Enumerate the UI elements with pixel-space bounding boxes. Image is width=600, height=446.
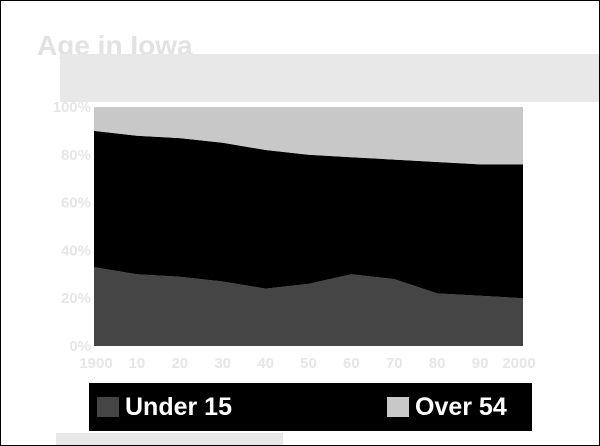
y-tick-label: 40% bbox=[61, 242, 91, 259]
x-tick-label: 20 bbox=[171, 355, 188, 372]
series-area-under-15 bbox=[94, 267, 523, 346]
series-area-over-54 bbox=[94, 107, 523, 165]
x-tick-label: 10 bbox=[129, 355, 146, 372]
legend-entry-under-15: Under 15 bbox=[97, 383, 232, 431]
x-tick-label: 80 bbox=[429, 355, 446, 372]
x-tick-label: 40 bbox=[257, 355, 274, 372]
y-tick-label: 0% bbox=[69, 338, 91, 355]
series-area-15-to-54 bbox=[94, 130, 523, 299]
footer-box bbox=[56, 433, 283, 445]
y-tick-label: 80% bbox=[61, 147, 91, 164]
x-tick-label: 60 bbox=[343, 355, 360, 372]
legend-swatch-over-54 bbox=[387, 397, 409, 417]
y-tick-label: 100% bbox=[53, 99, 91, 116]
legend-label-under-15: Under 15 bbox=[125, 392, 232, 421]
y-tick-label: 20% bbox=[61, 290, 91, 307]
x-tick-label: 90 bbox=[472, 355, 489, 372]
legend-label-over-54: Over 54 bbox=[415, 392, 507, 421]
y-tick-label: 60% bbox=[61, 195, 91, 212]
legend-swatch-under-15 bbox=[97, 397, 119, 417]
legend: Under 15 Over 54 bbox=[89, 383, 532, 431]
x-tick-label: 50 bbox=[300, 355, 317, 372]
x-tick-label: 30 bbox=[214, 355, 231, 372]
x-tick-label: 1900 bbox=[79, 355, 112, 372]
x-tick-label: 70 bbox=[386, 355, 403, 372]
x-tick-label: 2000 bbox=[502, 355, 535, 372]
legend-entry-over-54: Over 54 bbox=[387, 383, 507, 431]
title-banner bbox=[60, 54, 599, 102]
